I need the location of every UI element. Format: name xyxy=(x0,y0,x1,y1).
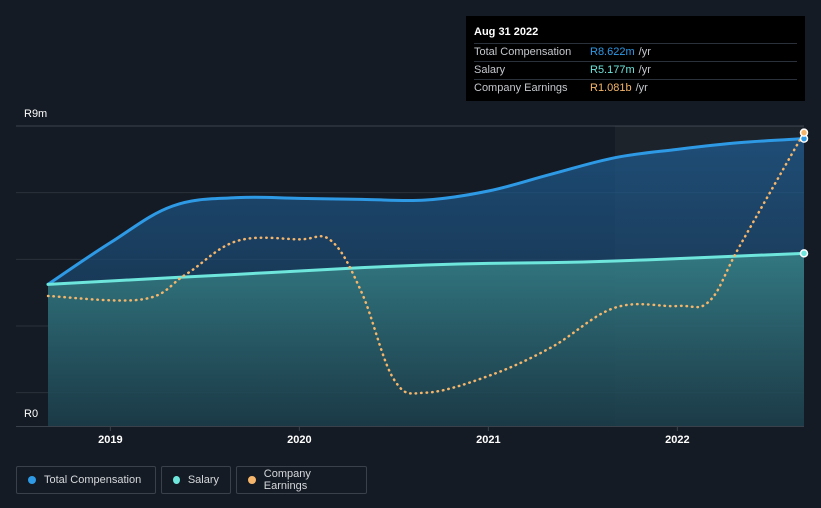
tooltip-label: Company Earnings xyxy=(474,82,568,94)
company-earnings-marker xyxy=(799,128,809,137)
tooltip-row-total: Total Compensation R8.622m /yr xyxy=(474,43,797,61)
salary-marker xyxy=(799,249,809,258)
legend-company-earnings[interactable]: Company Earnings xyxy=(236,466,367,494)
tooltip-label: Salary xyxy=(474,64,506,76)
salary-line xyxy=(46,251,806,286)
x-tick-label: 2021 xyxy=(476,434,500,446)
tooltip-row-earnings: Company Earnings R1.081b /yr xyxy=(474,79,797,97)
legend-label: Salary xyxy=(187,474,219,486)
legend-salary[interactable]: Salary xyxy=(161,466,231,494)
highlight-markers xyxy=(799,128,809,258)
company-earnings-line xyxy=(46,131,806,395)
x-tick-label: 2019 xyxy=(98,434,122,446)
x-tick-label: 2022 xyxy=(665,434,689,446)
total-compensation-line xyxy=(46,137,806,286)
tooltip-panel: Aug 31 2022 Total Compensation R8.622m /… xyxy=(466,16,805,101)
tooltip-value: R5.177m xyxy=(590,64,635,76)
legend-dot-icon xyxy=(28,476,36,484)
x-axis-ticks: 2019 2020 2021 2022 xyxy=(98,426,690,446)
legend-dot-icon xyxy=(248,476,256,484)
legend-dot-icon xyxy=(173,476,180,484)
tooltip-value: R1.081b xyxy=(590,82,632,94)
tooltip-date: Aug 31 2022 xyxy=(474,26,539,38)
salary-area xyxy=(48,253,804,426)
y-axis-max-label: R9m xyxy=(24,108,48,120)
tooltip-label: Total Compensation xyxy=(474,46,572,58)
tooltip-unit: /yr xyxy=(638,46,651,58)
tooltip-row-salary: Salary R5.177m /yr xyxy=(474,61,797,79)
tooltip-unit: /yr xyxy=(635,82,648,94)
legend-label: Total Compensation xyxy=(44,474,142,486)
legend-total-compensation[interactable]: Total Compensation xyxy=(16,466,156,494)
x-tick-label: 2020 xyxy=(287,434,311,446)
y-axis-min-label: R0 xyxy=(24,408,39,420)
legend-label: Company Earnings xyxy=(263,468,311,492)
tooltip-unit: /yr xyxy=(638,64,651,76)
tooltip-value: R8.622m xyxy=(590,46,635,58)
